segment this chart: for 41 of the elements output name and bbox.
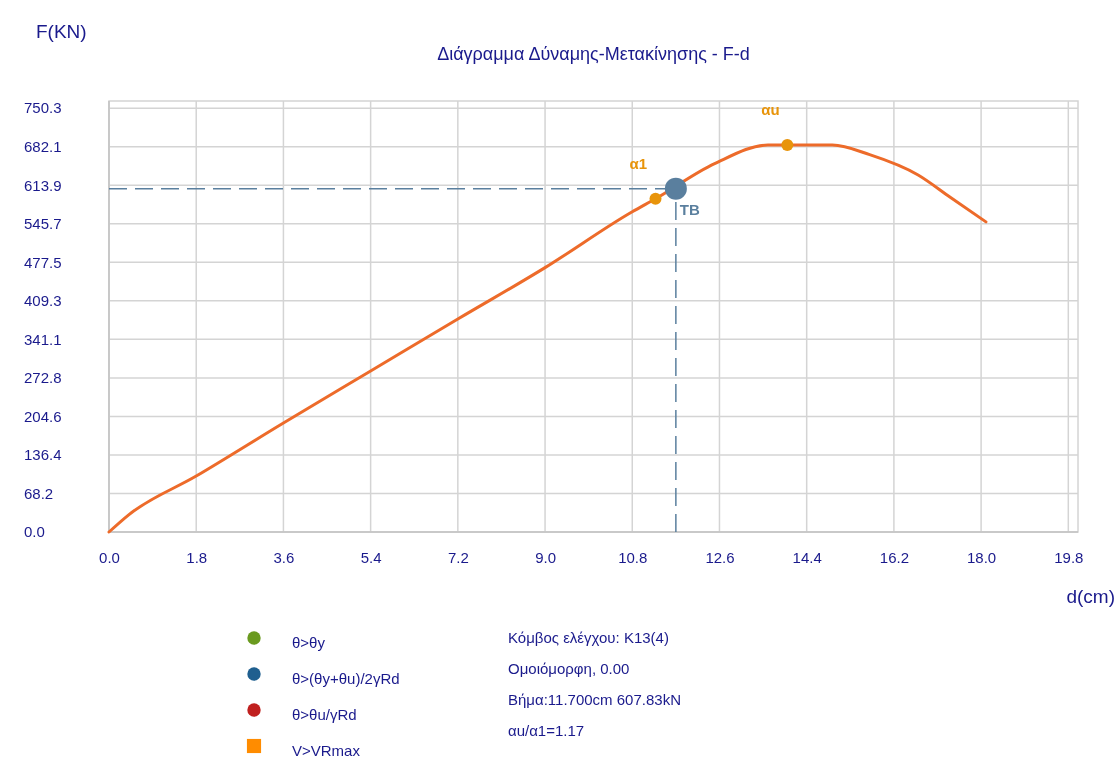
annotation: α1 — [629, 154, 648, 172]
x-axis-title: d(cm) — [1066, 586, 1115, 607]
y-tick-label: 341.1 — [24, 330, 62, 348]
x-tick-label: 12.6 — [705, 548, 735, 566]
x-tick-label: 3.6 — [273, 548, 295, 566]
text: αu/α1=1.17 — [508, 722, 585, 739]
annotation: TB — [679, 200, 701, 218]
y-tick-label: 409.3 — [24, 292, 62, 310]
x-tick-label: 0.0 — [99, 548, 120, 566]
y-axis-title: F(KN) — [36, 21, 87, 42]
x-tick-label: 9.0 — [535, 548, 556, 566]
x-tick-label: 7.2 — [447, 548, 469, 566]
y-tick-label: 68.2 — [24, 484, 54, 502]
y-tick-label: 0.0 — [24, 523, 45, 541]
y-tick-label: 272.8 — [24, 369, 62, 387]
chart-title: Διάγραμμα Δύναμης-Μετακίνησης - F-d — [437, 44, 750, 64]
point — [781, 139, 794, 152]
annotation: αu — [761, 101, 780, 119]
x-tick-label: 14.4 — [792, 548, 822, 566]
legend-label: θ>θu/γRd — [292, 706, 357, 723]
x-tick-label: 19.8 — [1054, 548, 1084, 566]
x-tick-label: 10.8 — [618, 548, 648, 566]
y-tick-label: 545.7 — [24, 215, 62, 233]
x-tick-label: 5.4 — [360, 548, 382, 566]
x-tick-label: 1.8 — [186, 548, 208, 566]
text: Κόμβος ελέγχου: K13(4) — [508, 629, 669, 646]
legend-label: θ>θy — [292, 634, 326, 651]
y-tick-label: 136.4 — [24, 446, 62, 464]
legend-label: θ>(θy+θu)/2γRd — [292, 670, 400, 687]
y-tick-label: 477.5 — [24, 253, 62, 271]
point — [649, 192, 662, 205]
text: Βήμα:11.700cm 607.83kN — [508, 691, 681, 708]
y-tick-label: 682.1 — [24, 138, 62, 155]
point — [664, 177, 687, 200]
x-tick-label: 18.0 — [967, 548, 997, 566]
y-tick-label: 204.6 — [24, 407, 62, 425]
legend-label: V>VRmax — [292, 742, 361, 759]
y-tick-label: 613.9 — [24, 176, 62, 194]
x-tick-label: 16.2 — [879, 548, 909, 566]
text: Ομοιόμορφη, 0.00 — [508, 660, 630, 677]
y-tick-label: 750.3 — [24, 99, 62, 117]
